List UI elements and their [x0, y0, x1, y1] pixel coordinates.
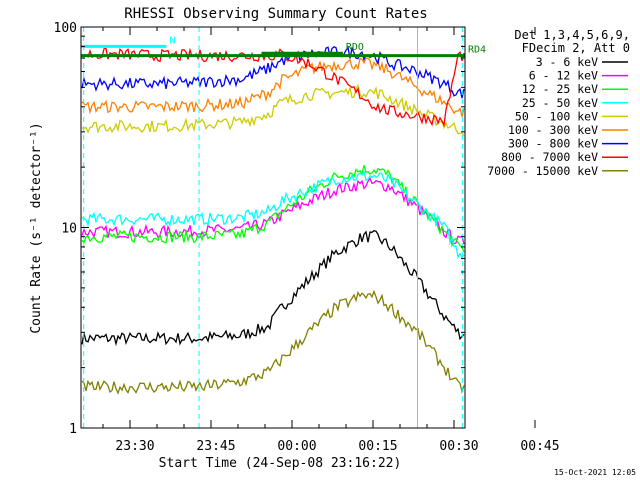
footer-date: 15-Oct-2021 12:05: [554, 468, 636, 477]
legend-label-1: 6 - 12 keV: [529, 69, 598, 83]
legend-label-6: 300 - 800 keV: [508, 137, 598, 151]
legend-header-line-1: Det 1,3,4,5,6,9,: [514, 28, 630, 42]
x-axis: 23:30 23:45 00:00 00:15 00:30 00:45: [102, 27, 560, 454]
overlay-label-2: RDO: [346, 42, 364, 53]
series-line-0: [81, 229, 465, 347]
x-tick-label-3: 00:15: [358, 439, 397, 454]
legend: Det 1,3,4,5,6,9, FDecim 2, Att 0 3 - 6 k…: [487, 28, 630, 178]
legend-label-8: 7000 - 15000 keV: [487, 164, 598, 178]
x-tick-label-5: 00:45: [520, 439, 559, 454]
y-tick-label-2: 100: [54, 21, 77, 36]
legend-label-2: 12 - 25 keV: [522, 82, 598, 96]
x-tick-label-1: 23:45: [196, 439, 235, 454]
x-tick-label-4: 00:30: [439, 439, 478, 454]
series-layer: [81, 45, 465, 395]
plot-frame: [80, 26, 466, 429]
x-tick-label-0: 23:30: [115, 439, 154, 454]
series-line-4: [81, 83, 465, 136]
x-axis-label: Start Time (24-Sep-08 23:16:22): [159, 456, 402, 471]
overlay-label-1: RD4: [468, 45, 486, 56]
y-tick-label-0: 1: [69, 422, 77, 437]
x-tick-label-2: 00:00: [277, 439, 316, 454]
series-line-8: [81, 289, 465, 395]
chart-title: RHESSI Observing Summary Count Rates: [124, 6, 427, 22]
legend-label-5: 100 - 300 keV: [508, 123, 598, 137]
series-line-5: [81, 57, 465, 117]
series-line-7: [81, 47, 465, 128]
y-tick-label-1: 10: [61, 222, 77, 237]
overlay-layer: N RD4 RDO: [81, 27, 486, 428]
legend-label-0: 3 - 6 keV: [536, 55, 598, 69]
series-line-2: [81, 165, 465, 253]
overlay-label-0: N: [169, 35, 175, 46]
legend-label-3: 25 - 50 keV: [522, 96, 598, 110]
legend-label-7: 800 - 7000 keV: [501, 150, 598, 164]
legend-label-4: 50 - 100 keV: [515, 109, 598, 123]
series-line-6: [81, 45, 465, 99]
y-axis-label: Count Rate (s⁻¹ detector⁻¹): [29, 122, 44, 333]
y-axis: 1 10 100: [54, 21, 465, 437]
series-line-1: [81, 177, 465, 245]
series-line-3: [81, 170, 465, 259]
legend-header-line-2: FDecim 2, Att 0: [522, 41, 630, 55]
